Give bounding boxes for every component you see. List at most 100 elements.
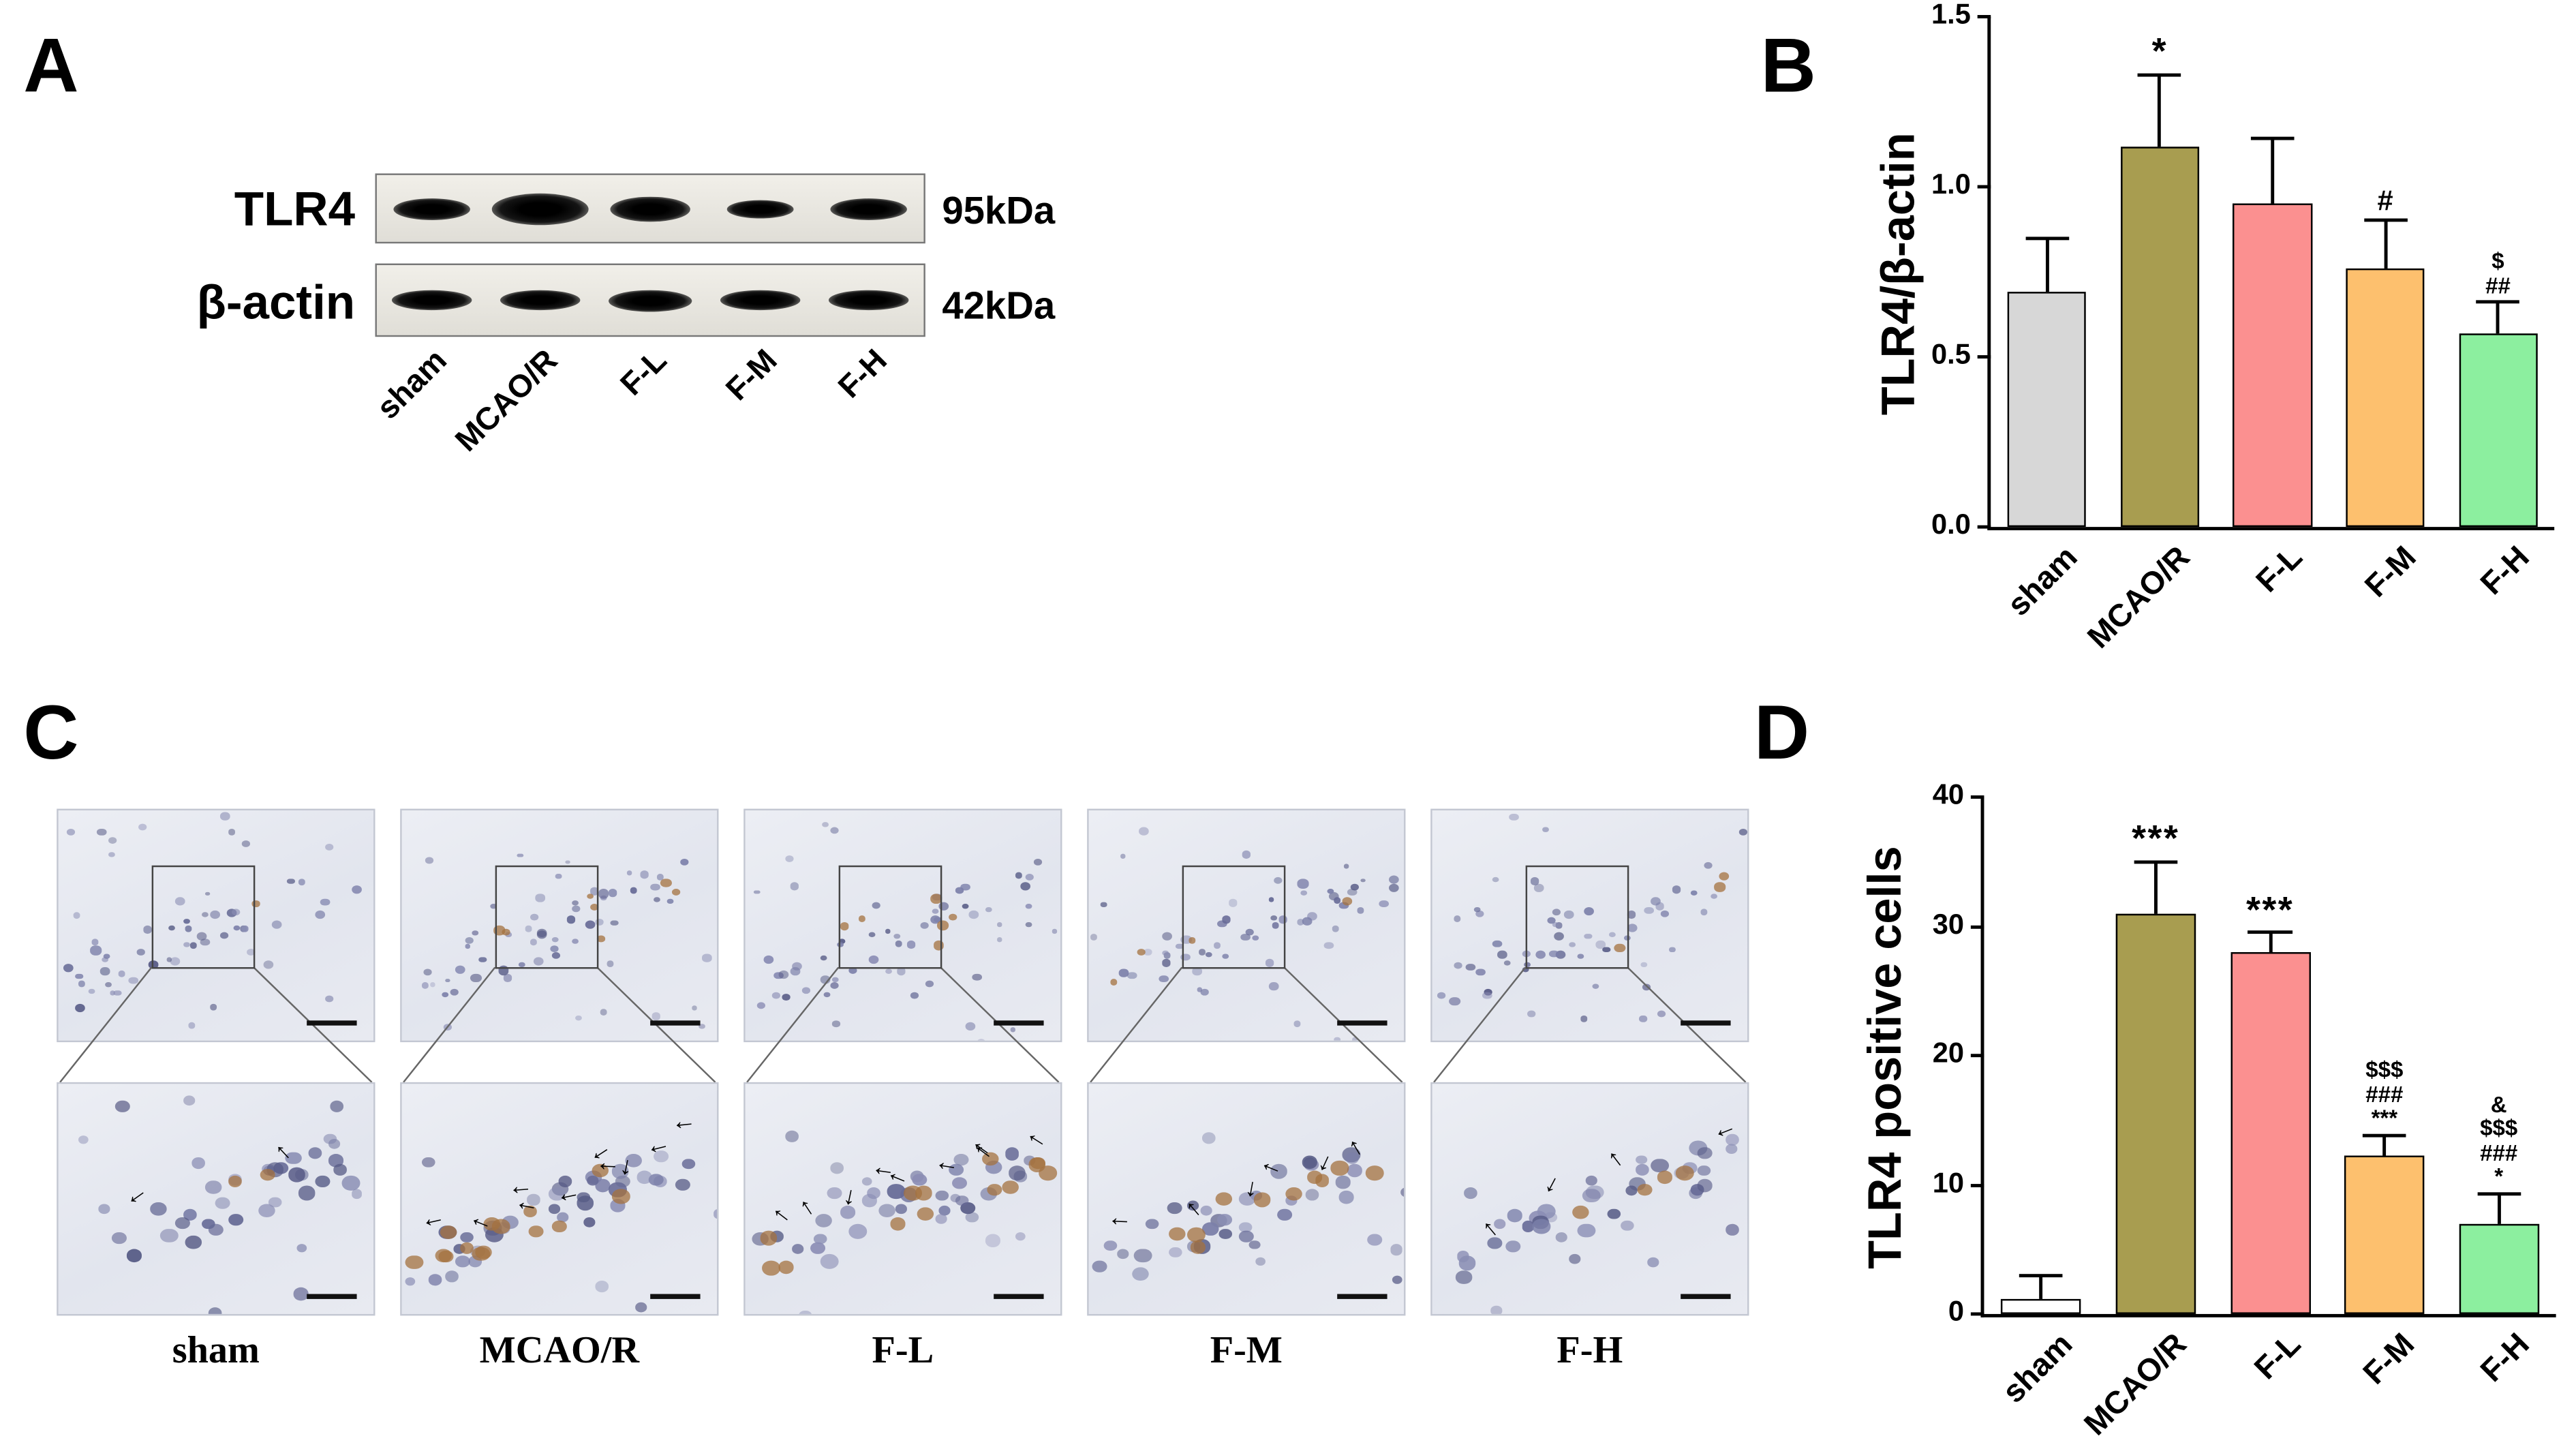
cell-nucleus [679, 858, 689, 866]
cell-nucleus [896, 967, 906, 975]
cell-nucleus [1533, 884, 1544, 893]
y-tick-mark [1977, 185, 1991, 189]
cell-nucleus [948, 1164, 964, 1176]
cell-nucleus [1133, 1248, 1152, 1264]
cell-nucleus [1109, 979, 1117, 986]
cell-nucleus [191, 1157, 205, 1168]
cell-nucleus [1527, 1011, 1535, 1018]
cell-nucleus [269, 1197, 281, 1208]
cell-nucleus [763, 954, 774, 964]
cell-nucleus [904, 1185, 922, 1201]
group-label: F-L [872, 1328, 934, 1371]
significance-symbol: $ [2491, 249, 2504, 274]
scale-bar [1681, 1020, 1731, 1026]
cell-nucleus [1139, 827, 1149, 836]
cell-nucleus [550, 945, 559, 953]
cell-nucleus [1655, 902, 1665, 911]
bar-F-L [2230, 952, 2310, 1314]
cell-nucleus [848, 966, 857, 975]
cell-nucleus [328, 1154, 343, 1167]
cell-nucleus [1351, 884, 1360, 891]
cell-nucleus [464, 936, 474, 945]
error-bar [2496, 302, 2500, 333]
cell-nucleus [1104, 1240, 1117, 1251]
cell-nucleus [1276, 1208, 1292, 1221]
cell-nucleus [1493, 1219, 1506, 1230]
cell-nucleus [1639, 1016, 1647, 1022]
cell-nucleus [440, 1225, 457, 1240]
cell-nucleus [885, 929, 891, 934]
cell-nucleus [183, 941, 191, 948]
cell-nucleus [207, 1307, 222, 1314]
cell-nucleus [404, 1277, 416, 1285]
cell-nucleus [183, 1208, 197, 1221]
scale-bar [307, 1294, 357, 1299]
cell-nucleus [1637, 1183, 1653, 1196]
cell-nucleus [572, 938, 579, 944]
cell-nucleus [1437, 992, 1445, 999]
cell-nucleus [1168, 1246, 1183, 1258]
lane-label-mcaor: MCAO/R [449, 343, 566, 459]
cell-nucleus [1646, 1257, 1659, 1267]
bar-MCAO/R [2115, 913, 2196, 1314]
cell-nucleus [502, 928, 511, 936]
cell-nucleus [1239, 1192, 1256, 1206]
cell-nucleus [1635, 1155, 1647, 1165]
cell-nucleus [1101, 902, 1107, 907]
cell-nucleus [754, 889, 761, 895]
cell-nucleus [523, 1206, 536, 1217]
cell-nucleus [1039, 1166, 1057, 1181]
cell-nucleus [966, 1212, 979, 1222]
cell-nucleus [1307, 1170, 1323, 1184]
cell-nucleus [1328, 888, 1335, 894]
cell-nucleus [112, 1232, 127, 1245]
cell-nucleus [713, 1209, 718, 1219]
micrograph-column-fm: → → → → → → F-M [1087, 808, 1406, 1373]
arrow-marker: → [868, 1159, 897, 1191]
cell-nucleus [494, 926, 505, 935]
cell-nucleus [1271, 922, 1279, 929]
cell-nucleus [1351, 1037, 1358, 1041]
cell-nucleus [667, 898, 675, 905]
cell-nucleus [996, 937, 1002, 943]
cell-nucleus [762, 1260, 780, 1276]
cell-nucleus [821, 1254, 840, 1270]
cell-nucleus [1176, 943, 1184, 950]
cell-nucleus [549, 1187, 565, 1200]
scale-bar [650, 1020, 701, 1026]
cell-nucleus [88, 988, 95, 994]
cell-nucleus [1285, 1187, 1303, 1202]
cell-nucleus [527, 1194, 540, 1205]
cell-nucleus [778, 971, 789, 979]
error-bar [2158, 74, 2162, 147]
cell-nucleus [1449, 996, 1460, 1006]
scale-bar [307, 1020, 357, 1026]
cell-nucleus [470, 973, 482, 983]
significance-symbol: # [2377, 185, 2393, 217]
cell-nucleus [187, 1022, 196, 1028]
y-tick-label: 0.5 [1931, 338, 1971, 371]
arrow-marker: → [612, 1152, 645, 1183]
cell-nucleus [824, 992, 831, 998]
cell-nucleus [1651, 897, 1661, 905]
cell-nucleus [1627, 924, 1638, 933]
cell-nucleus [1241, 850, 1251, 858]
micrograph-column-mcaor: → → → → → → → → → → MCAO/R [400, 808, 719, 1373]
cell-nucleus [986, 1183, 1002, 1196]
cell-nucleus [258, 1203, 275, 1217]
cell-nucleus [241, 840, 250, 846]
cell-nucleus [935, 1215, 948, 1225]
cell-nucleus [479, 956, 487, 962]
cell-nucleus [1278, 915, 1287, 924]
cell-nucleus [1120, 854, 1126, 859]
significance-symbol: *** [2245, 888, 2295, 930]
error-bar-cap [2250, 137, 2295, 141]
cell-nucleus [1506, 1241, 1521, 1253]
cell-nucleus [1623, 936, 1630, 941]
cell-nucleus [1608, 1208, 1622, 1220]
cell-nucleus [552, 1221, 567, 1233]
cell-nucleus [219, 932, 228, 939]
cell-nucleus [1015, 871, 1023, 879]
cell-nucleus [654, 1150, 669, 1163]
